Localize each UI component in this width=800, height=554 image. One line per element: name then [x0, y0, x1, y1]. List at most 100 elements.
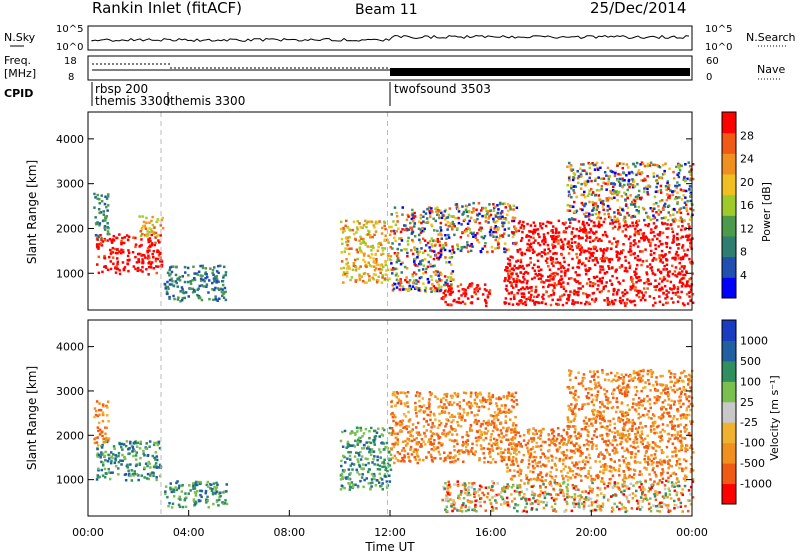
data-cell: [656, 174, 659, 178]
data-cell: [483, 461, 486, 464]
data-cell: [416, 256, 419, 259]
data-cell: [342, 266, 346, 270]
data-cell: [519, 299, 522, 302]
data-cell: [574, 271, 577, 274]
data-cell: [488, 498, 492, 502]
data-cell: [409, 448, 412, 451]
data-cell: [549, 303, 553, 307]
data-cell: [489, 422, 492, 426]
data-cell: [218, 498, 221, 502]
data-cell: [523, 271, 527, 274]
data-cell: [679, 505, 683, 508]
data-cell: [381, 482, 384, 485]
data-cell: [671, 230, 675, 233]
data-cell: [684, 203, 688, 207]
data-cell: [408, 284, 411, 288]
data-cell: [586, 236, 589, 239]
data-cell: [494, 230, 498, 234]
data-cell: [474, 292, 478, 296]
data-cell: [436, 270, 440, 274]
data-cell: [172, 489, 176, 492]
data-cell: [191, 291, 195, 294]
data-cell: [372, 472, 376, 476]
data-cell: [120, 248, 123, 251]
data-cell: [514, 415, 517, 419]
data-cell: [436, 237, 439, 241]
data-cell: [565, 500, 568, 504]
data-cell: [444, 293, 447, 297]
data-cell: [354, 432, 357, 435]
data-cell: [644, 497, 648, 500]
data-region: [93, 192, 111, 240]
data-region: [163, 264, 228, 303]
data-cell: [478, 458, 481, 462]
data-cell: [476, 490, 480, 493]
data-cell: [509, 410, 513, 413]
nave-dense-band: [390, 68, 690, 76]
data-cell: [647, 238, 650, 241]
data-cell: [491, 509, 494, 512]
data-cell: [456, 509, 459, 512]
data-cell: [590, 179, 593, 183]
data-cell: [592, 251, 595, 255]
data-cell: [200, 495, 203, 499]
data-cell: [359, 450, 362, 454]
data-cell: [561, 294, 564, 297]
data-cell: [94, 196, 97, 199]
data-cell: [208, 279, 211, 282]
data-cell: [601, 254, 605, 257]
data-cell: [445, 261, 448, 264]
data-cell: [117, 473, 120, 476]
data-cell: [381, 274, 384, 277]
data-cell: [422, 425, 426, 428]
data-cell: [435, 279, 438, 282]
data-cell: [147, 477, 150, 481]
data-cell: [358, 239, 361, 242]
data-cell: [429, 410, 432, 414]
data-cell: [461, 205, 464, 208]
data-cell: [513, 506, 516, 510]
data-cell: [445, 395, 448, 398]
data-cell: [416, 448, 419, 452]
data-cell: [436, 287, 439, 290]
data-cell: [467, 400, 471, 404]
nave-label: Nave: [757, 63, 785, 76]
data-cell: [689, 493, 692, 496]
data-cell: [217, 280, 220, 284]
data-cell: [627, 214, 631, 217]
data-cell: [488, 289, 492, 292]
data-cell: [474, 220, 477, 224]
data-cell: [574, 502, 578, 506]
data-cell: [348, 228, 351, 231]
data-cell: [444, 218, 447, 221]
data-cell: [686, 284, 690, 287]
data-cell: [434, 253, 438, 256]
data-cell: [475, 430, 479, 433]
data-cell: [458, 301, 461, 304]
data-cell: [638, 295, 641, 299]
data-cell: [607, 498, 610, 502]
data-cell: [394, 404, 397, 407]
data-cell: [98, 428, 102, 431]
data-cell: [449, 460, 452, 464]
data-cell: [582, 292, 585, 295]
data-cell: [600, 249, 603, 252]
data-cell: [157, 440, 161, 444]
data-cell: [624, 255, 627, 259]
data-cell: [678, 267, 682, 270]
data-cell: [145, 447, 148, 450]
data-cell: [219, 287, 223, 291]
data-cell: [551, 236, 554, 240]
data-cell: [658, 491, 661, 494]
data-cell: [164, 287, 167, 290]
data-cell: [118, 272, 122, 276]
data-cell: [458, 452, 461, 455]
data-cell: [455, 393, 458, 397]
data-cell: [654, 301, 657, 305]
data-cell: [647, 490, 650, 493]
data-cell: [221, 280, 225, 283]
data-cell: [428, 206, 431, 209]
data-cell: [635, 276, 638, 279]
data-cell: [368, 275, 371, 278]
data-cell: [411, 208, 414, 212]
